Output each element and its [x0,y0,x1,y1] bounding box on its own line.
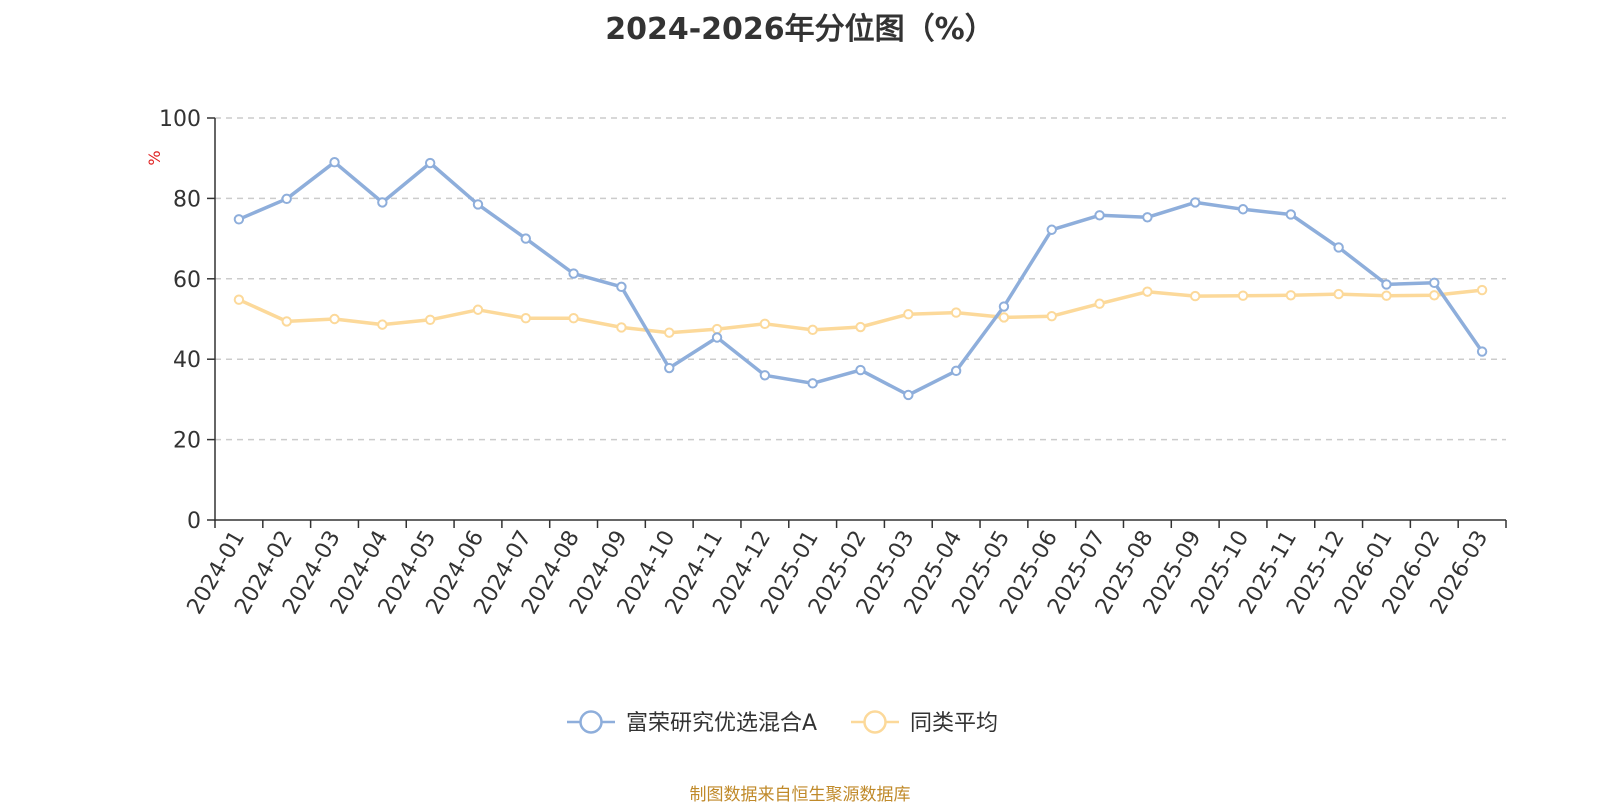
data-point [377,197,388,208]
y-tick-label: 20 [173,429,201,454]
legend-label: 同类平均 [910,711,998,736]
data-point [759,370,771,381]
series [233,157,1488,401]
y-axis-label: % [145,150,164,165]
y-tick-label: 80 [173,187,201,212]
data-point [233,294,245,305]
data-point [1476,284,1488,296]
data-point [998,312,1010,323]
data-point [950,365,962,377]
data-point [472,199,484,210]
data-point [1046,224,1057,235]
data-point [855,364,866,376]
data-point [329,313,340,325]
data-point [233,214,245,225]
data-point [855,321,866,333]
data-point [1285,209,1297,220]
grid-lines [215,117,1506,441]
series-0 [233,157,1488,401]
legend-label: 富荣研究优选混合A [626,711,817,736]
y-tick-label: 40 [173,348,201,373]
data-point [1381,290,1392,301]
data-point [1429,277,1440,289]
y-tick-label: 100 [159,107,201,132]
data-point [1094,298,1105,309]
legend-item-0[interactable]: 富荣研究优选混合A [567,710,817,736]
data-point [1429,290,1440,301]
data-point [807,324,818,336]
data-point [950,307,962,318]
data-point [616,281,627,293]
data-point [664,327,675,338]
data-point [664,362,675,374]
data-point [520,233,531,244]
data-point [1094,210,1105,221]
legend-item-1[interactable]: 同类平均 [851,710,998,736]
data-point [568,312,579,324]
data-point [1237,204,1249,215]
data-point [1142,286,1153,297]
data-point [1190,290,1201,302]
line-chart: 0204060801002024-012024-022024-032024-04… [145,107,1507,736]
data-point [1333,288,1344,300]
data-point [1285,290,1297,301]
y-tick-label: 0 [187,509,201,534]
data-point [568,268,579,279]
data-point [711,323,723,335]
legend-marker [579,710,603,734]
data-point [903,308,914,320]
data-point [281,316,292,327]
data-point [998,301,1010,312]
data-point [329,157,340,168]
data-point [807,378,818,389]
data-point [616,322,627,333]
source-note: 制图数据来自恒生聚源数据库 [689,785,911,805]
data-point [1046,310,1057,322]
series-1 [233,284,1488,338]
data-point [520,312,531,324]
data-point [424,157,436,169]
data-point [711,332,723,343]
data-point [1333,242,1344,253]
data-point [472,304,484,315]
data-point [1476,346,1488,357]
data-point [1190,197,1201,208]
chart-title: 2024-2026年分位图（%） [605,12,995,47]
y-tick-label: 60 [173,268,201,293]
legend[interactable]: 富荣研究优选混合A 同类平均 [567,710,998,736]
data-point [377,319,388,330]
data-point [424,314,436,326]
legend-marker [863,710,887,734]
data-point [1142,212,1153,223]
data-point [281,193,292,205]
data-point [903,389,914,401]
data-point [1381,279,1392,290]
data-point [759,318,771,330]
data-point [1237,290,1249,301]
